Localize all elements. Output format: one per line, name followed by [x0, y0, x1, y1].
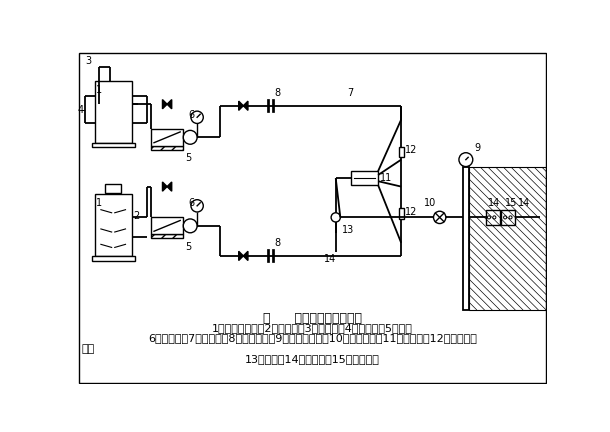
Circle shape — [487, 216, 490, 219]
Text: 图      双液注浆工艺系统图: 图 双液注浆工艺系统图 — [263, 312, 362, 325]
Text: 14: 14 — [518, 198, 531, 208]
Bar — [95, 194, 132, 256]
Circle shape — [183, 130, 197, 144]
Bar — [501, 210, 515, 225]
Text: 13、三通；14、止浆塞；15、注浆孔；: 13、三通；14、止浆塞；15、注浆孔； — [245, 354, 380, 364]
Text: 1: 1 — [96, 85, 102, 95]
Text: 6、压力表；7、输浆管；8、快速接头；9、孔口压力表；10、锂管接头；11、混合器；12、单向阀；: 6、压力表；7、输浆管；8、快速接头；9、孔口压力表；10、锂管接头；11、混合… — [148, 333, 477, 343]
Text: 5: 5 — [185, 153, 191, 163]
Polygon shape — [243, 251, 248, 260]
Polygon shape — [239, 251, 243, 260]
Text: 1、高速摒拌机；2、吸浆管；3、回浆管；4、进浆阀；5、泵；: 1、高速摒拌机；2、吸浆管；3、回浆管；4、进浆阀；5、泵； — [212, 323, 413, 333]
Text: 10: 10 — [425, 198, 437, 208]
Text: 4: 4 — [78, 105, 84, 115]
Circle shape — [191, 200, 203, 212]
Bar — [351, 171, 378, 185]
Circle shape — [434, 211, 446, 223]
Text: 13: 13 — [342, 225, 354, 235]
Circle shape — [493, 216, 496, 219]
Text: 3: 3 — [85, 56, 92, 66]
Bar — [486, 210, 500, 225]
Text: 阀；: 阀； — [82, 344, 95, 354]
Text: 7: 7 — [347, 88, 354, 98]
Circle shape — [504, 216, 507, 219]
Text: 12: 12 — [405, 146, 417, 156]
Text: 15: 15 — [505, 198, 517, 208]
Bar — [151, 217, 183, 234]
Text: 6: 6 — [188, 198, 195, 208]
Bar — [151, 146, 183, 149]
Circle shape — [191, 111, 203, 124]
Polygon shape — [239, 101, 243, 110]
Text: 9: 9 — [475, 143, 481, 153]
Circle shape — [459, 152, 473, 167]
Bar — [463, 167, 469, 310]
Bar — [151, 129, 183, 146]
Polygon shape — [167, 182, 172, 191]
Polygon shape — [167, 100, 172, 109]
Text: 14: 14 — [324, 254, 337, 264]
Text: 12: 12 — [405, 207, 417, 217]
Circle shape — [509, 216, 512, 219]
Text: 5: 5 — [185, 242, 191, 252]
Text: 11: 11 — [379, 173, 392, 183]
Text: 1: 1 — [96, 198, 102, 208]
Bar — [95, 81, 132, 143]
Bar — [469, 167, 546, 310]
Circle shape — [331, 213, 340, 222]
Text: 6: 6 — [188, 110, 195, 120]
Bar — [151, 234, 183, 238]
Bar — [399, 146, 404, 157]
Bar — [399, 208, 404, 219]
Polygon shape — [243, 101, 248, 110]
Circle shape — [183, 219, 197, 233]
Bar — [92, 143, 135, 147]
Bar — [106, 184, 121, 193]
Text: 14: 14 — [488, 198, 500, 208]
Polygon shape — [162, 182, 167, 191]
Text: 2: 2 — [133, 211, 140, 221]
Bar — [92, 256, 135, 260]
Text: 8: 8 — [274, 238, 280, 248]
Polygon shape — [162, 100, 167, 109]
Text: 8: 8 — [274, 88, 280, 98]
